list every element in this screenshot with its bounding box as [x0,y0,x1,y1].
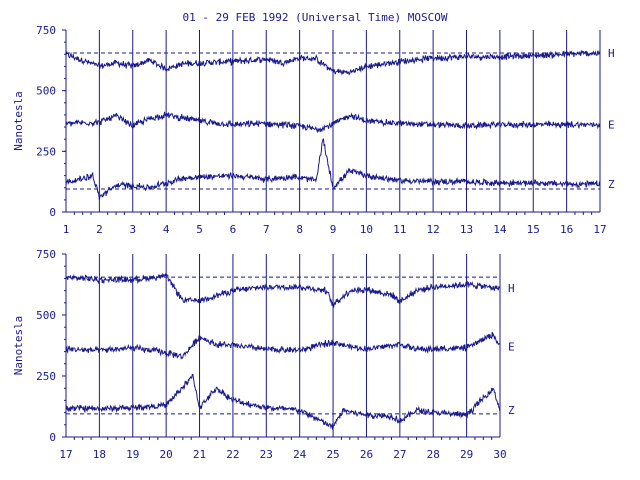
x-tick-label: 27 [393,448,406,461]
trace-h [65,49,601,76]
y-tick-label: 0 [49,431,56,444]
x-tick-label: 29 [460,448,473,461]
trace-z [65,138,601,200]
x-tick-label: 24 [293,448,307,461]
x-tick-label: 1 [63,223,70,236]
x-tick-label: 26 [360,448,373,461]
x-tick-label: 16 [560,223,573,236]
trace-z [65,373,501,430]
y-tick-label: 250 [36,145,56,158]
x-tick-label: 2 [96,223,103,236]
x-tick-label: 11 [393,223,406,236]
x-tick-label: 18 [93,448,106,461]
series-label-h: H [608,47,615,60]
panel-feb-17-30: 0 250 500 750 17 18 19 20 21 22 23 24 25 26 27 28 29 30 Na… [12,248,515,461]
x-tick-label: 14 [493,223,507,236]
series-label-z: Z [608,178,615,191]
y-axis-label: Nanotesla [12,91,25,151]
x-tick-label: 28 [427,448,440,461]
x-tick-label: 9 [330,223,337,236]
trace-h [65,272,501,308]
y-tick-label: 250 [36,370,56,383]
x-tick-label: 19 [126,448,139,461]
trace-e [65,111,600,134]
x-tick-label: 13 [460,223,473,236]
chart-title: 01 - 29 FEB 1992 (Universal Time) MOSCOW [183,11,448,24]
x-tick-label: 8 [296,223,303,236]
x-tick-label: 22 [226,448,239,461]
x-tick-label: 15 [527,223,540,236]
x-tick-label: 6 [230,223,237,236]
x-tick-label: 17 [593,223,606,236]
x-tick-label: 20 [160,448,173,461]
x-tick-label: 12 [427,223,440,236]
x-tick-label: 7 [263,223,270,236]
x-tick-label: 21 [193,448,206,461]
x-tick-label: 3 [129,223,136,236]
x-tick-label: 23 [260,448,273,461]
x-tick-label: 5 [196,223,203,236]
series-label-h: H [508,282,515,295]
series-label-e: E [608,119,615,132]
series-label-e: E [508,341,515,354]
trace-e [65,331,501,360]
x-tick-label: 25 [326,448,339,461]
x-tick-label: 4 [163,223,170,236]
y-tick-label: 0 [49,206,56,219]
y-tick-label: 500 [36,309,56,322]
x-tick-label: 10 [360,223,373,236]
y-tick-label: 750 [36,24,56,37]
y-tick-label: 750 [36,248,56,261]
series-label-z: Z [508,404,515,417]
x-tick-label: 30 [493,448,506,461]
y-tick-label: 500 [36,85,56,98]
x-tick-label: 17 [59,448,72,461]
y-axis-label: Nanotesla [12,316,25,376]
